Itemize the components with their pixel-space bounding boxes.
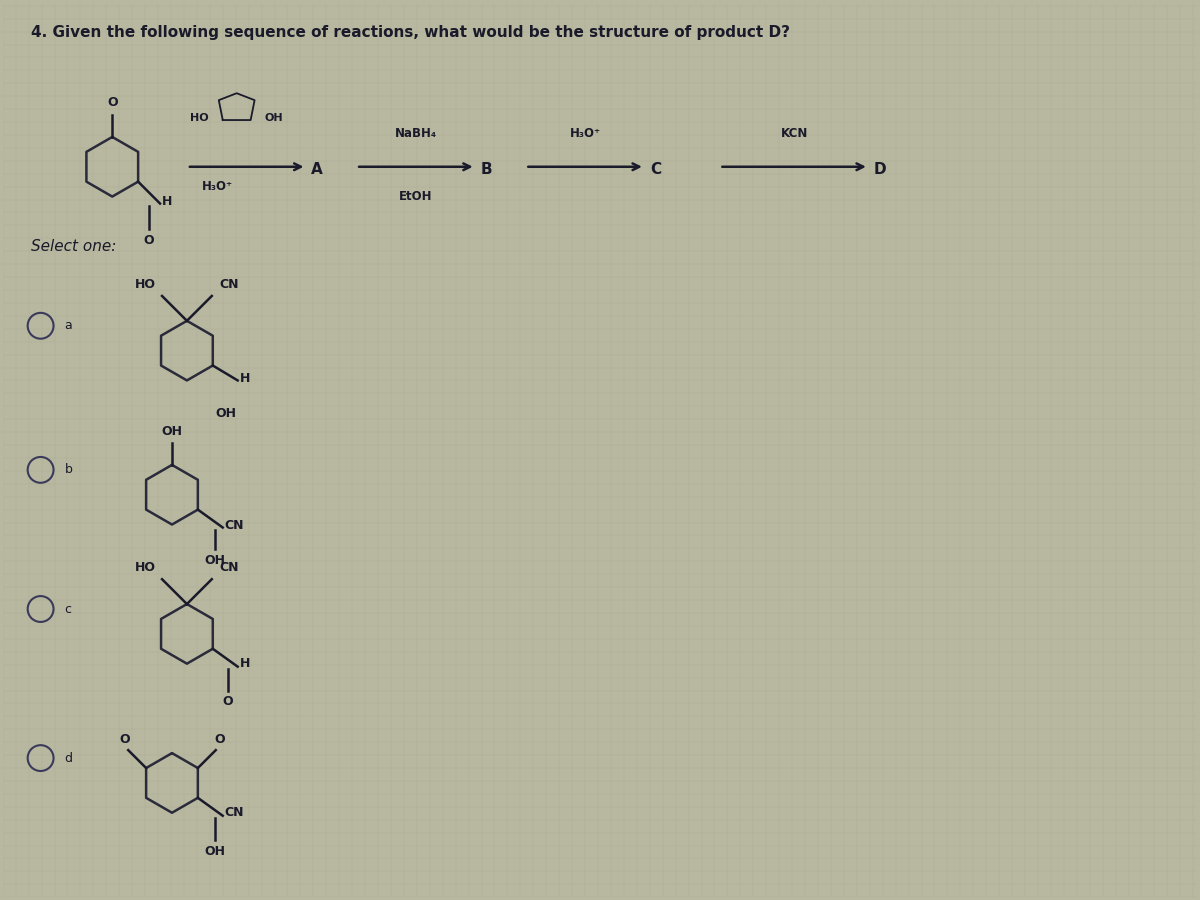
Text: O: O <box>215 734 226 746</box>
Text: HO: HO <box>190 113 209 123</box>
Text: C: C <box>649 162 661 177</box>
Text: HO: HO <box>134 562 156 574</box>
Text: O: O <box>119 734 130 746</box>
Text: b: b <box>65 464 72 476</box>
Text: H: H <box>162 195 173 208</box>
Text: HO: HO <box>134 278 156 291</box>
Text: O: O <box>144 234 155 248</box>
Text: H₃O⁺: H₃O⁺ <box>202 180 233 193</box>
Text: d: d <box>65 752 72 765</box>
Text: OH: OH <box>204 844 226 858</box>
Text: a: a <box>65 320 72 332</box>
Text: D: D <box>874 162 887 177</box>
Text: CN: CN <box>218 278 239 291</box>
Text: c: c <box>65 602 72 616</box>
Text: KCN: KCN <box>780 127 808 140</box>
Text: B: B <box>480 162 492 177</box>
Text: H₃O⁺: H₃O⁺ <box>570 127 601 140</box>
Text: OH: OH <box>162 425 182 438</box>
Text: EtOH: EtOH <box>400 190 433 203</box>
Text: CN: CN <box>224 806 245 819</box>
Text: CN: CN <box>218 562 239 574</box>
Text: OH: OH <box>264 113 283 123</box>
Text: OH: OH <box>215 408 236 420</box>
Text: A: A <box>311 162 323 177</box>
Text: CN: CN <box>224 519 245 532</box>
Text: 4. Given the following sequence of reactions, what would be the structure of pro: 4. Given the following sequence of react… <box>31 24 790 40</box>
Text: O: O <box>107 96 118 109</box>
Text: OH: OH <box>204 554 226 567</box>
Text: NaBH₄: NaBH₄ <box>395 127 437 140</box>
Text: H: H <box>240 372 250 385</box>
Text: Select one:: Select one: <box>31 239 116 255</box>
Text: O: O <box>222 696 233 708</box>
Text: H: H <box>240 657 250 670</box>
